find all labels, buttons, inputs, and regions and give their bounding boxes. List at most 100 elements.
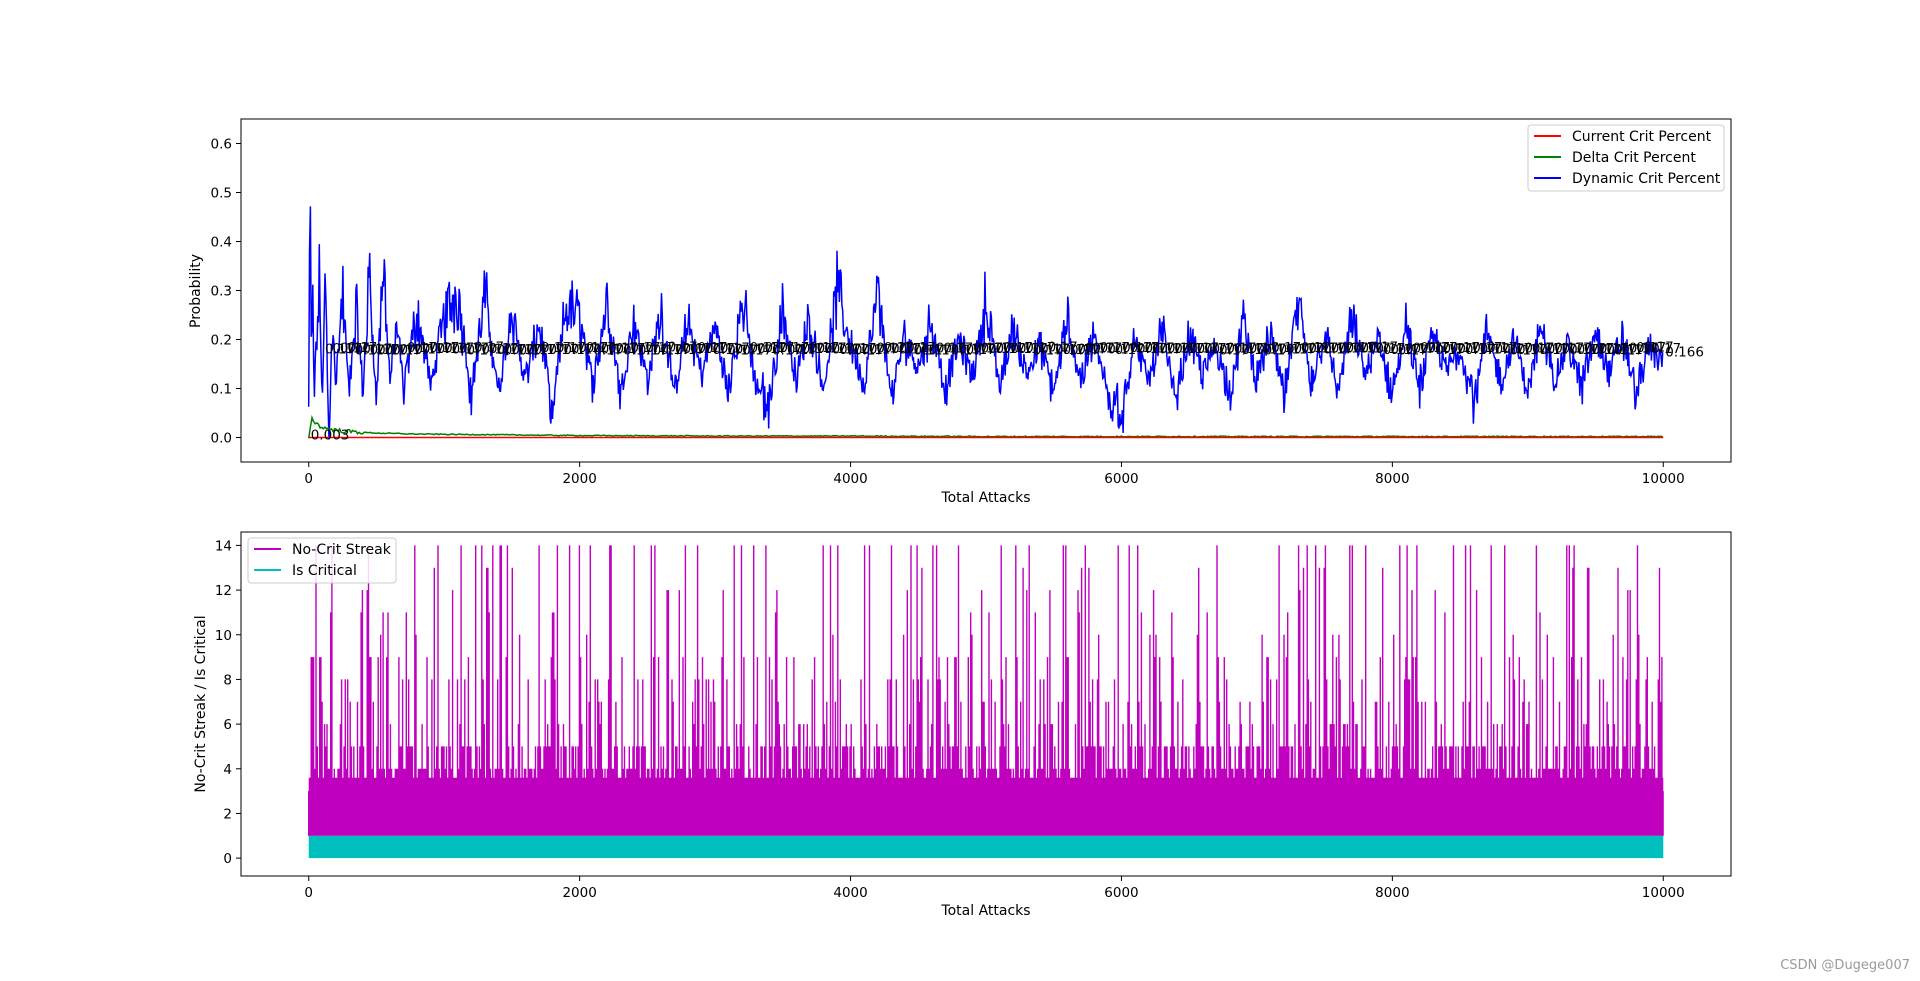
value-annotation: 0.17 (869, 341, 899, 357)
value-annotation: 0.17 (943, 341, 973, 357)
series-line-delta-crit-percent (307, 414, 1663, 439)
value-annotation: 0.17 (504, 342, 534, 358)
value-annotation: 0.17 (787, 342, 817, 358)
value-annotation: 0.17 (1130, 340, 1160, 356)
value-annotation: 0.17 (1241, 342, 1271, 358)
value-annotation: 0.17 (1107, 342, 1137, 358)
value-annotation: 0.17 (1271, 340, 1301, 356)
value-annotation: 0.17 (593, 342, 623, 358)
value-annotation: 0.17 (936, 341, 966, 357)
x-tick-label: 0 (304, 885, 313, 901)
x-tick-label: 10000 (1642, 885, 1685, 901)
value-annotation: 0.17 (1636, 340, 1666, 356)
legend-label-is-critical: Is Critical (292, 563, 357, 579)
value-annotation: 0.17 (660, 342, 690, 358)
y-tick-label: 0.3 (211, 284, 232, 300)
value-annotation: 0.17 (1577, 342, 1607, 358)
value-annotation: 0.17 (891, 341, 921, 357)
value-annotation: 0.17 (1651, 341, 1681, 357)
value-annotation: 0.17 (1532, 341, 1562, 357)
series-line-dynamic-crit-percent (307, 206, 1664, 440)
x-tick-label: 2000 (562, 885, 596, 901)
x-tick-label: 10000 (1642, 471, 1685, 487)
value-annotation: 0.17 (653, 342, 683, 358)
value-annotation: 0.17 (854, 343, 884, 359)
value-annotation: 0.17 (735, 341, 765, 357)
value-annotation: 0.17 (481, 342, 511, 358)
value-annotation: 0.17 (571, 342, 601, 358)
y-tick-label: 4 (223, 762, 232, 778)
value-annotation: 0.17 (1144, 340, 1174, 356)
value-annotation: 0.17 (1219, 343, 1249, 359)
y-tick-label: 2 (223, 806, 232, 822)
value-annotation: 0.17 (534, 342, 564, 358)
value-annotation: 0.17 (362, 341, 392, 357)
y-tick-label: 8 (223, 672, 232, 688)
value-annotation: 0.17 (899, 341, 929, 357)
value-annotation: 0.17 (839, 342, 869, 358)
x-tick-label: 4000 (833, 885, 867, 901)
value-annotation: 0.17 (951, 343, 981, 359)
value-annotation: 0.17 (616, 341, 646, 357)
probability-x-axis-label: Total Attacks (940, 490, 1030, 506)
value-annotation: 0.17 (1569, 342, 1599, 358)
value-annotation: 0.17 (1293, 341, 1323, 357)
value-annotation: 0.17 (1085, 341, 1115, 357)
value-annotation: 0.17 (1063, 342, 1093, 358)
value-annotation: 0.17 (1040, 342, 1070, 358)
value-annotation: 0.17 (630, 340, 660, 356)
value-annotation: 0.17 (683, 341, 713, 357)
value-annotation: 0.17 (422, 341, 452, 357)
value-annotation: 0.17 (705, 341, 735, 357)
value-annotation: 0.17 (1465, 342, 1495, 358)
value-annotation: 0.17 (1457, 341, 1487, 357)
value-annotation: 0.17 (1629, 340, 1659, 356)
value-annotation: 0.17 (824, 341, 854, 357)
value-annotation: 0.17 (556, 340, 586, 356)
value-annotation: 0.17 (757, 341, 787, 357)
value-annotation: 0.17 (474, 340, 504, 356)
value-annotation: 0.17 (966, 342, 996, 358)
value-annotation: 0.17 (675, 342, 705, 358)
streak-y-axis-label: No-Crit Streak / Is Critical (193, 615, 209, 792)
streak-legend: No-Crit Streak Is Critical (247, 537, 397, 584)
value-annotation: 0.17 (608, 340, 638, 356)
value-annotation: 0.17 (1420, 340, 1450, 356)
value-annotation: 0.17 (1122, 340, 1152, 356)
value-annotation: 0.17 (1204, 341, 1234, 357)
value-annotation: 0.17 (1338, 340, 1368, 356)
value-annotation: 0.17 (355, 342, 385, 358)
value-annotation: 0.17 (1159, 341, 1189, 357)
value-annotation: 0.17 (623, 343, 653, 359)
value-annotation: 0.17 (1249, 340, 1279, 356)
y-tick-label: 14 (215, 538, 232, 554)
value-annotation: 0.17 (452, 342, 482, 358)
value-annotation: 0.17 (1308, 340, 1338, 356)
value-annotation: 0.17 (861, 342, 891, 358)
value-annotation: 0.17 (1621, 342, 1651, 358)
value-annotation: 0.17 (332, 341, 362, 357)
value-annotation: 0.17 (906, 340, 936, 356)
value-annotation: 0.17 (1279, 341, 1309, 357)
value-annotation: 0.17 (370, 342, 400, 358)
x-tick-label: 2000 (562, 471, 596, 487)
value-annotation: 0.17 (1033, 342, 1063, 358)
legend-label-no-crit-streak: No-Crit Streak (292, 542, 392, 558)
legend-label-current-crit: Current Crit Percent (1572, 129, 1712, 145)
value-annotation: 0.17 (1554, 341, 1584, 357)
y-tick-label: 0.4 (211, 235, 232, 251)
value-annotation: 0.17 (750, 340, 780, 356)
value-annotation: 0.17 (563, 342, 593, 358)
value-annotation: 0.17 (1197, 341, 1227, 357)
value-annotation: 0.17 (981, 340, 1011, 356)
value-annotation: 0.17 (1390, 342, 1420, 358)
value-annotation: 0.17 (809, 340, 839, 356)
value-annotation: 0.17 (765, 340, 795, 356)
value-annotation: 0.17 (1591, 342, 1621, 358)
y-tick-label: 0.5 (211, 186, 232, 202)
value-annotation: 0.17 (1524, 340, 1554, 356)
y-tick-label: 0.6 (211, 137, 232, 153)
value-annotation: 0.17 (444, 341, 474, 357)
value-annotation: 0.17 (1353, 341, 1383, 357)
value-annotation: 0.17 (1182, 341, 1212, 357)
